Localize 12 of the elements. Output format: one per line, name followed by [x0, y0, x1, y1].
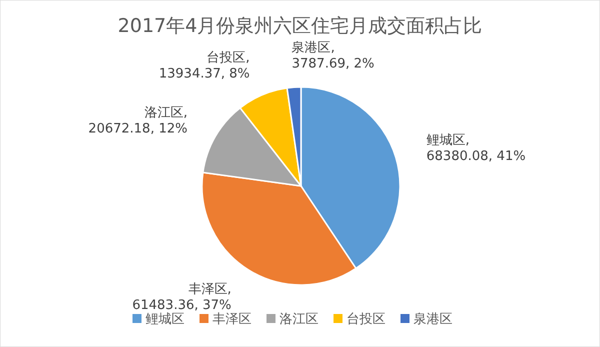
- data-label: 洛江区, 20672.18, 12%: [88, 106, 188, 137]
- data-label: 台投区, 13934.37, 8%: [158, 50, 250, 82]
- pie-slice: [239, 87, 302, 187]
- data-label: 泉港区, 3787.69, 2%: [292, 40, 374, 72]
- chart-title: 2017年4月份泉州六区住宅月成交面积占比: [118, 15, 482, 37]
- legend-label: 泉港区: [414, 312, 452, 327]
- data-label: 丰泽区, 61483.36, 37%: [132, 282, 232, 313]
- legend-label: 鲤城区: [146, 312, 184, 327]
- legend-label: 洛江区: [280, 312, 318, 327]
- legend-label: 丰泽区: [212, 312, 252, 327]
- legend-label: 台投区: [346, 312, 386, 327]
- data-label: 鲤城区, 68380.08, 41%: [426, 133, 526, 164]
